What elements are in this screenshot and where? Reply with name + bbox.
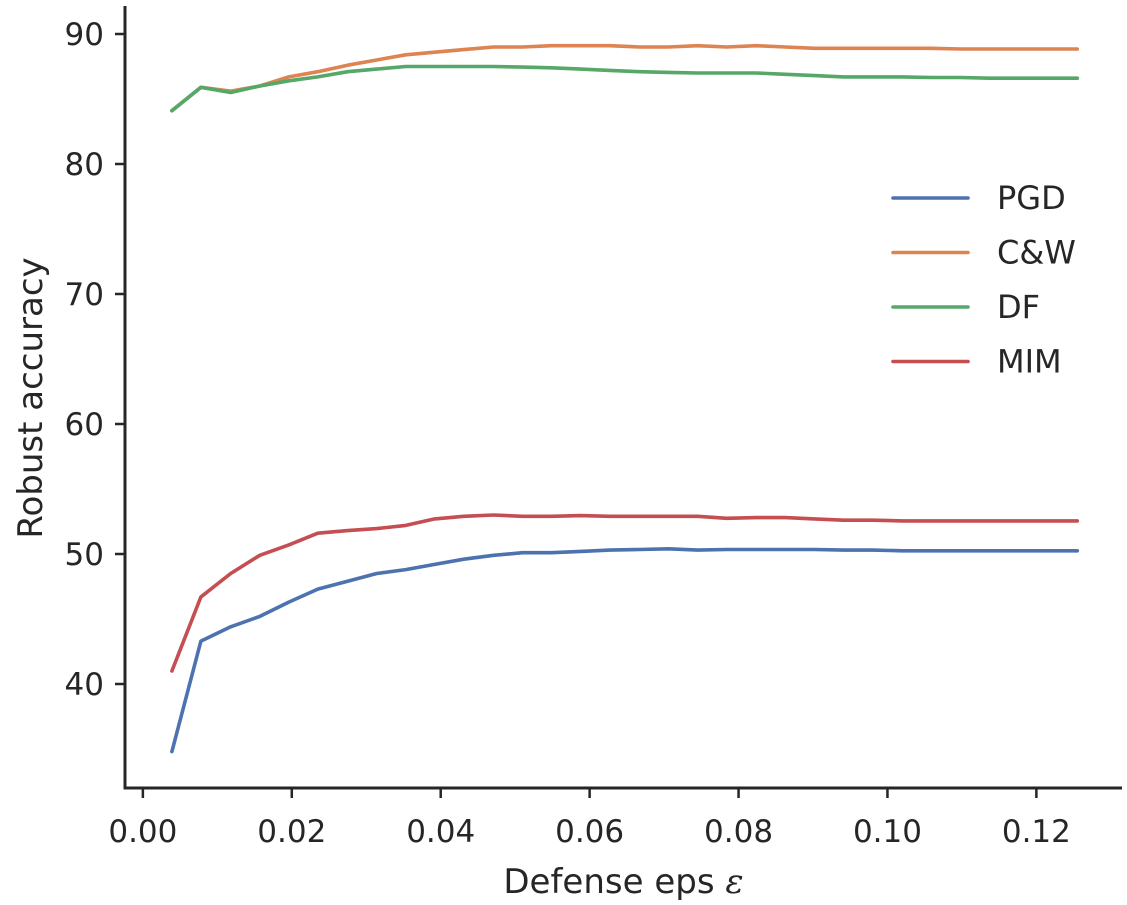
y-tick-label: 50 — [65, 537, 104, 573]
x-tick-label: 0.12 — [1002, 814, 1071, 850]
series-line-df — [170, 64, 1080, 113]
series-line-pgd — [170, 546, 1080, 754]
x-tick-label: 0.10 — [853, 814, 922, 850]
x-axis-title: Defense eps ε — [503, 862, 743, 902]
y-tick-label: 60 — [65, 407, 104, 443]
legend-label: PGD — [997, 179, 1066, 217]
x-tick-label: 0.00 — [108, 814, 177, 850]
x-tick-label: 0.08 — [704, 814, 773, 850]
legend-label: MIM — [997, 343, 1062, 381]
x-axis-title-text: Defense eps — [503, 862, 714, 902]
series-layer — [170, 43, 1080, 754]
y-axis-title: Robust accuracy — [11, 257, 51, 538]
legend: PGD C&W DF MIM — [891, 179, 1076, 381]
x-tick-label: 0.06 — [555, 814, 624, 850]
x-tick-label: 0.04 — [406, 814, 475, 850]
series-line-mim — [170, 513, 1080, 673]
series-line-c-w — [170, 43, 1080, 113]
y-tick-label: 70 — [65, 277, 104, 313]
y-tick-label: 80 — [65, 147, 104, 183]
x-tick-label: 0.02 — [257, 814, 326, 850]
y-axis-ticks: 40 50 60 70 80 90 — [65, 17, 125, 703]
x-axis-ticks: 0.00 0.02 0.04 0.06 0.08 0.10 0.12 — [108, 788, 1071, 850]
x-axis-title-symbol: ε — [725, 862, 743, 902]
y-tick-label: 90 — [65, 17, 104, 53]
y-tick-label: 40 — [65, 667, 104, 703]
legend-label: DF — [997, 288, 1040, 326]
legend-label: C&W — [997, 234, 1076, 272]
